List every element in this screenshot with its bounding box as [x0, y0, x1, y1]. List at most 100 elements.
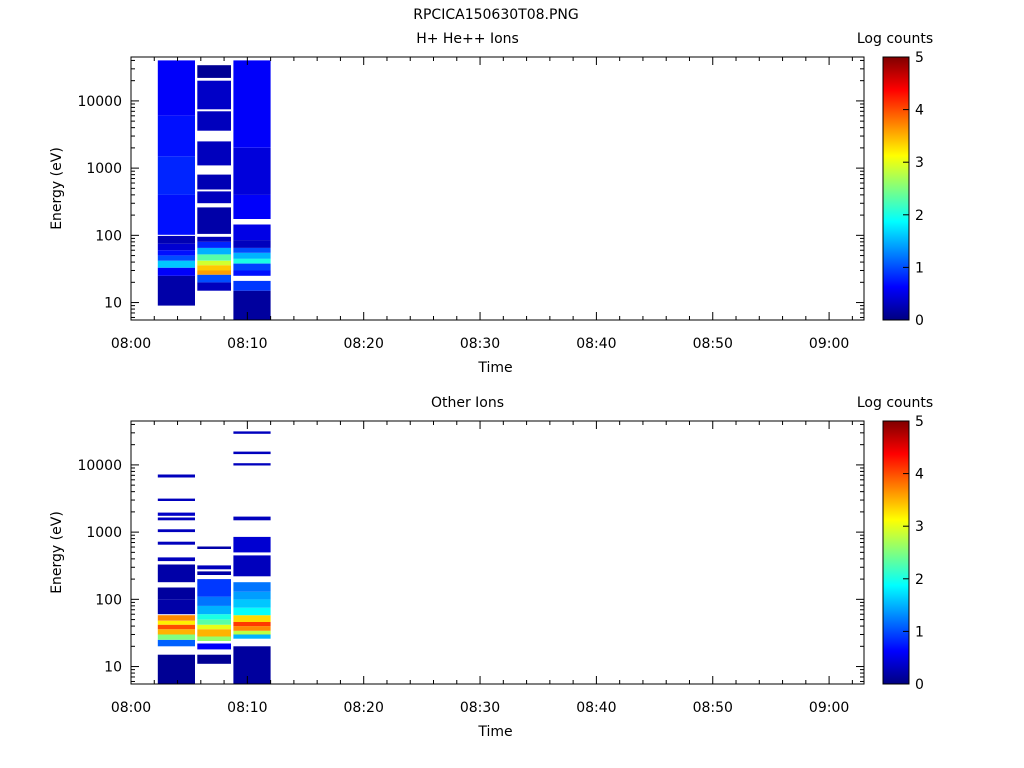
spectrogram-cell: [197, 254, 231, 261]
spectrogram-cell: [197, 565, 231, 570]
y-tick-label: 10: [104, 296, 122, 312]
spectrogram-cell: [197, 546, 231, 549]
spectrogram-cell: [197, 654, 231, 664]
x-axis-label: Time: [477, 724, 512, 740]
spectrogram-cells: [157, 60, 271, 320]
y-tick-label: 10000: [77, 458, 122, 474]
spectrogram-cell: [197, 636, 231, 641]
y-tick-label: 10000: [77, 94, 122, 110]
x-tick-label: 08:50: [693, 700, 733, 716]
spectrogram-cell: [157, 615, 195, 621]
spectrogram-cell: [157, 115, 195, 157]
spectrogram-cell: [157, 60, 195, 116]
y-tick-label: 1000: [86, 525, 122, 541]
spectrogram-cell: [197, 265, 231, 271]
spectrogram-cell: [233, 591, 271, 600]
colorbar-tick-label: 2: [915, 572, 924, 588]
x-tick-label: 08:00: [111, 700, 151, 716]
spectrogram-cell: [233, 280, 271, 291]
x-tick-label: 08:20: [344, 700, 384, 716]
spectrogram-cell: [157, 624, 195, 630]
spectrogram-cell: [157, 235, 195, 244]
spectrogram-cells: [157, 431, 271, 684]
spectrogram-cell: [233, 463, 271, 466]
colorbar-tick-label: 4: [915, 103, 924, 119]
spectrogram-cell: [157, 564, 195, 583]
y-tick-label: 100: [95, 228, 122, 244]
spectrogram-cell: [233, 263, 271, 271]
colorbar-tick-label: 0: [915, 313, 924, 329]
x-tick-label: 08:30: [460, 336, 500, 352]
spectrogram-cell: [197, 247, 231, 255]
spectrogram-cell: [233, 582, 271, 592]
colorbar-tick-label: 4: [915, 467, 924, 483]
spectrogram-cell: [157, 529, 195, 533]
spectrogram-cell: [197, 111, 231, 131]
panel-title: H+ He++ Ions: [416, 31, 519, 47]
y-axis-label: Energy (eV): [49, 511, 65, 594]
spectrogram-cell: [197, 241, 231, 248]
colorbar: [882, 420, 910, 685]
y-tick-label: 10: [104, 660, 122, 676]
spectrogram-cell: [157, 474, 195, 478]
spectrogram-cell: [157, 243, 195, 251]
spectrogram-cell: [157, 498, 195, 501]
spectrogram-cell: [197, 282, 231, 291]
spectrogram-cell: [233, 431, 271, 434]
spectrogram-cell: [233, 147, 271, 195]
spectrogram-cell: [157, 260, 195, 268]
spectrogram-cell: [157, 156, 195, 195]
x-tick-label: 08:10: [227, 700, 267, 716]
x-tick-label: 08:10: [227, 336, 267, 352]
spectrogram-cell: [197, 141, 231, 166]
spectrogram-cell: [197, 605, 231, 615]
spectrogram-cell: [157, 654, 195, 684]
spectrogram-cell: [197, 274, 231, 283]
spectrogram-cell: [233, 194, 271, 219]
spectrogram-cell: [197, 207, 231, 234]
spectrogram-cell: [157, 587, 195, 600]
spectrogram-cell: [233, 247, 271, 253]
spectrogram-cell: [197, 191, 231, 204]
figure-title: RPCICA150630T08.PNG: [413, 7, 578, 23]
x-tick-label: 08:30: [460, 700, 500, 716]
colorbar-tick-label: 3: [915, 519, 924, 535]
spectrogram-cell: [233, 622, 271, 627]
spectrogram-cell: [157, 599, 195, 615]
spectrogram-cell: [233, 555, 271, 577]
spectrogram-cell: [197, 629, 231, 637]
x-tick-label: 08:40: [576, 336, 616, 352]
spectrogram-cell: [157, 512, 195, 516]
spectrogram-cell: [233, 224, 271, 241]
colorbar-tick-label: 3: [915, 155, 924, 171]
spectrogram-cell: [197, 174, 231, 190]
spectrogram-cell: [233, 290, 271, 320]
colorbar-tick-label: 2: [915, 208, 924, 224]
spectrogram-cell: [197, 624, 231, 630]
colorbar: [882, 56, 910, 321]
plot-frame: [130, 420, 865, 685]
spectrogram-cell: [233, 630, 271, 635]
panel-1: 08:00 08:10 08:20 08:30 08:40 08:50 09:0010100…: [49, 31, 933, 376]
colorbar-tick-label: 1: [915, 260, 924, 276]
spectrogram-cell: [197, 596, 231, 606]
y-tick-label: 1000: [86, 161, 122, 177]
x-tick-label: 09:00: [809, 336, 849, 352]
panel-2: 08:00 08:10 08:20 08:30 08:40 08:50 09:0010100…: [49, 395, 933, 740]
panel-title: Other Ions: [431, 395, 504, 411]
spectrogram-cell: [233, 626, 271, 631]
spectrogram-cell: [233, 646, 271, 684]
spectrogram-cell: [233, 634, 271, 639]
spectrogram-cell: [157, 194, 195, 235]
colorbar-tick-label: 5: [915, 50, 924, 66]
spectrogram-cell: [157, 267, 195, 276]
spectrogram-cell: [157, 620, 195, 625]
spectrogram-cell: [197, 260, 231, 266]
colorbar-label: Log counts: [857, 395, 933, 411]
spectrogram-cell: [197, 619, 231, 625]
spectrogram-cell: [233, 599, 271, 608]
spectrogram-cell: [233, 516, 271, 521]
spectrogram-cell: [233, 60, 271, 148]
spectrogram-cell: [233, 258, 271, 264]
